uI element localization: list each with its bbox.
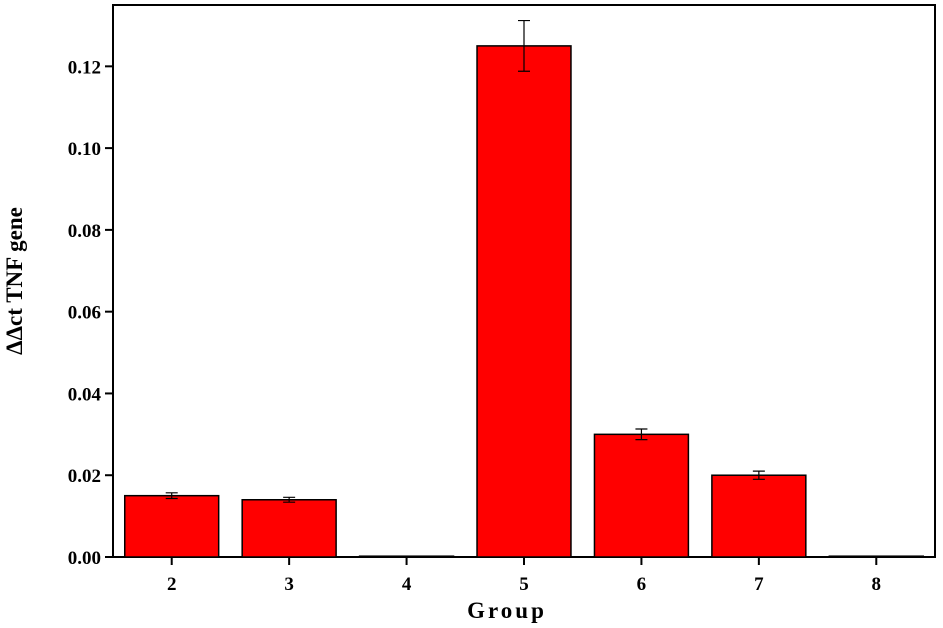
bar xyxy=(593,433,690,558)
y-tick-label: 0.00 xyxy=(68,548,101,569)
bar xyxy=(711,474,807,558)
y-tick-label: 0.04 xyxy=(68,384,102,405)
error-bar xyxy=(752,470,765,480)
x-tick-label: 6 xyxy=(637,574,647,595)
error-bar xyxy=(283,496,296,503)
bar xyxy=(476,45,572,558)
x-tick-label: 2 xyxy=(167,574,177,595)
error-bar xyxy=(635,428,648,441)
y-tick-label: 0.10 xyxy=(68,139,101,160)
error-bar xyxy=(165,492,178,500)
x-tick-label: 5 xyxy=(519,574,529,595)
x-axis-title: Group xyxy=(467,598,547,623)
bar xyxy=(828,555,925,558)
x-tick-label: 3 xyxy=(284,574,294,595)
y-tick-label: 0.08 xyxy=(68,221,101,242)
x-tick-label: 7 xyxy=(754,574,764,595)
bar xyxy=(358,555,455,558)
x-tick-label: 4 xyxy=(402,574,412,595)
bar xyxy=(241,499,337,558)
error-bar xyxy=(518,19,530,72)
y-tick-label: 0.06 xyxy=(68,303,101,324)
y-axis-title: ΔΔct TNF gene xyxy=(2,207,27,355)
y-tick-label: 0.02 xyxy=(68,466,101,487)
bar xyxy=(123,494,220,558)
x-tick-label: 8 xyxy=(872,574,882,595)
y-tick-label: 0.12 xyxy=(68,57,101,78)
